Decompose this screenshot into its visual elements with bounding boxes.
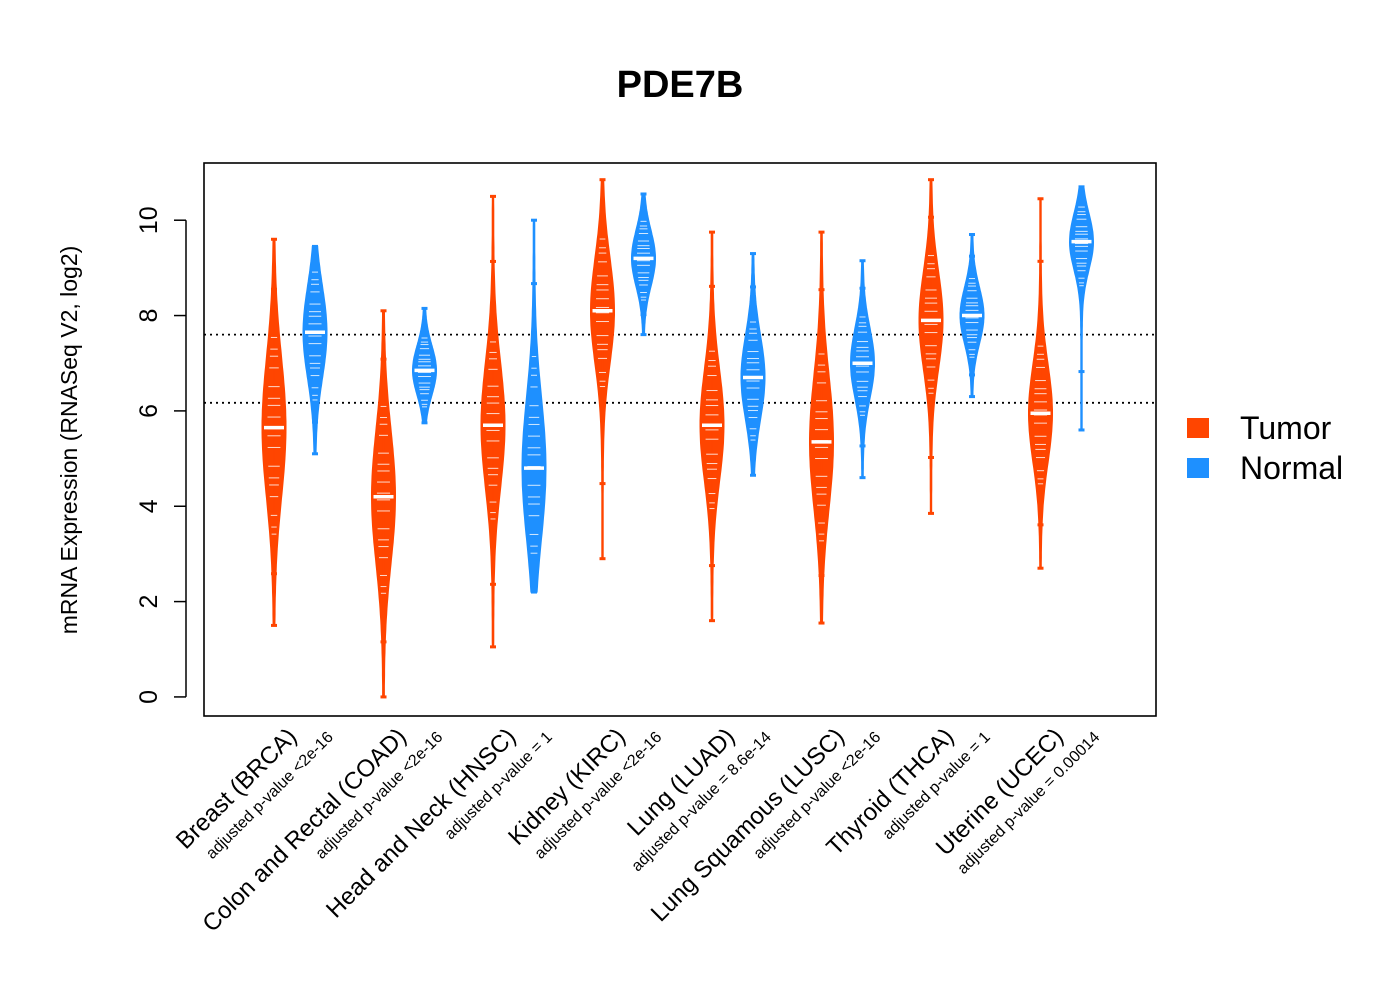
y-axis-label: mRNA Expression (RNASeq V2, log2): [56, 246, 82, 635]
violin-tumor-outlier: [1037, 566, 1044, 570]
violin-tumor-outlier: [490, 582, 496, 586]
reference-lines: [204, 333, 1156, 404]
violin-normal-outlier: [421, 306, 428, 310]
violin-tumor: [480, 194, 506, 649]
legend-swatch-normal: [1187, 458, 1209, 478]
violin-normal-outlier: [421, 421, 428, 425]
violin-tumor-outlier: [709, 230, 715, 234]
violin-tumor-outlier: [599, 482, 606, 486]
y-tick-label: 4: [135, 499, 163, 513]
violin-tumor-outlier: [928, 178, 934, 182]
violin-tumor-outlier: [271, 623, 277, 627]
violin-tumor-outlier: [709, 284, 715, 288]
violins: [261, 178, 1095, 699]
violin-normal-outlier: [859, 476, 866, 480]
violin-tumor: [261, 237, 287, 627]
violin-normal-outlier: [640, 208, 647, 212]
violin-tumor-outlier: [928, 511, 934, 515]
violin-normal-outlier: [750, 473, 756, 477]
violin-tumor-outlier: [928, 215, 934, 219]
legend-label-normal: Normal: [1240, 450, 1343, 486]
violin-normal: [302, 244, 328, 456]
violin-normal-outlier: [750, 252, 756, 256]
violin-tumor-outlier: [271, 237, 277, 241]
legend-label-tumor: Tumor: [1240, 410, 1332, 446]
violin-tumor: [699, 230, 725, 623]
y-tick-label: 0: [135, 690, 163, 704]
violin-tumor-outlier: [380, 309, 387, 313]
violin-tumor-outlier: [271, 287, 277, 291]
violin-tumor-outlier: [380, 695, 387, 699]
violin-tumor-outlier: [490, 194, 496, 198]
violin-normal-outlier: [421, 322, 428, 326]
violin-normal-outlier: [1078, 198, 1085, 202]
violin-tumor-outlier: [490, 645, 496, 649]
violin-normal-outlier: [312, 264, 318, 268]
violin-normal-outlier: [969, 254, 975, 258]
violin-tumor-outlier: [271, 572, 277, 576]
violin-normal: [740, 252, 766, 477]
violin-tumor-outlier: [1037, 197, 1044, 201]
plot-border: [203, 162, 1157, 717]
violin-tumor-outlier: [490, 259, 496, 263]
violin-tumor: [918, 178, 944, 515]
violin-tumor-outlier: [1037, 259, 1044, 263]
violin-normal-outlier: [1078, 370, 1085, 374]
violin-normal-outlier: [750, 285, 756, 289]
violin-tumor-outlier: [599, 557, 606, 561]
violin-tumor-outlier: [818, 288, 825, 292]
violin-normal: [412, 306, 437, 425]
violin-tumor-outlier: [380, 640, 387, 644]
violin-normal: [959, 233, 985, 399]
chart-title: PDE7B: [617, 64, 744, 106]
violin-normal-outlier: [969, 395, 975, 399]
violin-normal-outlier: [640, 192, 647, 196]
violin-normal-outlier: [531, 590, 537, 594]
violin-tumor-outlier: [1037, 523, 1044, 527]
violin-normal-outlier: [640, 313, 647, 317]
violin-tumor-outlier: [709, 564, 715, 568]
violin-normal-outlier: [421, 408, 428, 412]
violin-tumor-outlier: [818, 621, 825, 625]
violin-normal-outlier: [969, 373, 975, 377]
violin-normal-outlier: [312, 420, 318, 424]
legend: Tumor Normal: [1187, 410, 1343, 486]
violin-normal-outlier: [969, 233, 975, 237]
violin-normal: [850, 259, 875, 480]
violin-normal: [1068, 185, 1095, 432]
violin-tumor-outlier: [818, 230, 825, 234]
y-tick-label: 8: [135, 309, 163, 323]
violin-normal-outlier: [859, 444, 866, 448]
violin-normal-outlier: [1078, 428, 1085, 432]
y-axis: 0 2 4 6 8 10: [135, 206, 187, 704]
violin-normal-outlier: [1078, 185, 1085, 189]
violin-tumor-outlier: [818, 573, 825, 577]
violin-normal-outlier: [640, 333, 647, 337]
violin-tumor-outlier: [709, 619, 715, 623]
violin-normal-outlier: [531, 218, 537, 222]
violin-normal-outlier: [531, 557, 537, 561]
violin-normal-outlier: [312, 244, 318, 248]
violin-tumor-outlier: [599, 210, 606, 214]
violin-normal-outlier: [750, 449, 756, 453]
violin-tumor: [1028, 197, 1053, 570]
violin-normal-outlier: [312, 452, 318, 456]
violin-normal-outlier: [531, 282, 537, 286]
violin-normal-outlier: [859, 259, 866, 263]
violin-tumor: [590, 178, 615, 561]
legend-swatch-tumor: [1187, 418, 1209, 438]
violin-normal: [521, 218, 547, 594]
violin-tumor-outlier: [380, 357, 387, 361]
violin-normal: [631, 192, 656, 337]
y-tick-label: 2: [135, 595, 163, 609]
x-axis-labels: Breast (BRCA)adjusted p-value <2e-16Colo…: [171, 723, 1103, 937]
violin-tumor: [809, 230, 834, 625]
violin-tumor-outlier: [599, 178, 606, 182]
y-tick-label: 6: [135, 404, 163, 418]
violin-tumor-outlier: [928, 455, 934, 459]
y-tick-label: 10: [135, 206, 163, 234]
violin-tumor: [371, 309, 396, 699]
violin-normal-outlier: [859, 286, 866, 290]
